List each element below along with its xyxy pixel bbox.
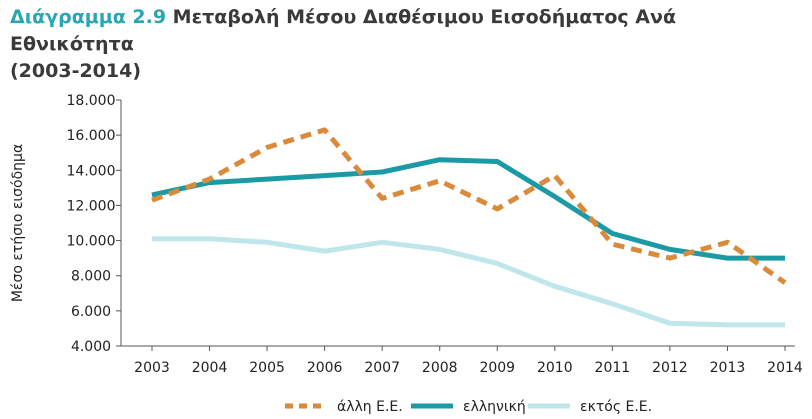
x-tick-label: 2004 [192, 360, 228, 376]
y-tick-label: 8.000 [71, 269, 111, 285]
x-tick-label: 2010 [537, 360, 573, 376]
data-point [552, 194, 557, 199]
legend-non-eu-label: εκτός Ε.Ε. [580, 399, 652, 415]
y-tick-label: 18.000 [67, 93, 116, 109]
data-point [322, 127, 327, 132]
data-point [380, 196, 385, 201]
x-tick-label: 2009 [479, 360, 515, 376]
data-point [437, 178, 442, 183]
data-point [437, 247, 442, 252]
legend-greek-label: ελληνική [463, 399, 526, 415]
data-point [552, 284, 557, 289]
series-greek-line [151, 157, 785, 261]
data-point [667, 321, 672, 326]
x-tick-label: 2014 [767, 360, 803, 376]
y-tick-label: 14.000 [67, 163, 116, 179]
data-point [495, 261, 500, 266]
data-point [783, 322, 788, 327]
data-point [667, 256, 672, 261]
y-tick-label: 16.000 [67, 128, 116, 144]
data-point [610, 242, 615, 247]
x-tick-label: 2005 [249, 360, 285, 376]
data-point [265, 177, 270, 182]
data-point [783, 280, 788, 285]
series-non-eu-line [152, 236, 785, 328]
y-axis-label: Μέσο ετήσιο εισόδημα [10, 144, 26, 302]
data-point [207, 177, 212, 182]
data-point [437, 157, 442, 162]
x-tick-label: 2006 [307, 360, 343, 376]
data-point [725, 256, 730, 261]
data-point [783, 256, 788, 261]
data-point [150, 236, 155, 241]
data-point [380, 240, 385, 245]
y-tick-label: 12.000 [67, 198, 116, 214]
chart-title: Διάγραμμα 2.9 Μεταβολή Μέσου Διαθέσιμου … [10, 4, 805, 85]
x-tick-label: 2003 [134, 360, 170, 376]
x-tick-label: 2008 [422, 360, 458, 376]
data-point [725, 322, 730, 327]
data-point [265, 145, 270, 150]
figure-label: Διάγραμμα 2.9 [10, 6, 167, 28]
y-tick-label: 10.000 [67, 234, 116, 250]
data-point [495, 159, 500, 164]
data-point [552, 173, 557, 178]
data-point [322, 173, 327, 178]
data-point [610, 231, 615, 236]
x-tick-label: 2011 [595, 360, 631, 376]
data-point [322, 249, 327, 254]
y-tick-label: 4.000 [71, 339, 111, 355]
data-point [150, 198, 155, 203]
title-period: (2003-2014) [10, 60, 142, 82]
data-point [150, 192, 155, 197]
y-tick-label: 6.000 [71, 304, 111, 320]
data-point [610, 301, 615, 306]
data-point [725, 240, 730, 245]
legend-other-eu-label: άλλη Ε.Ε. [337, 399, 403, 415]
x-tick-label: 2007 [364, 360, 400, 376]
data-point [265, 240, 270, 245]
data-point [495, 206, 500, 211]
x-tick-label: 2012 [652, 360, 688, 376]
data-point [207, 236, 212, 241]
series-other-eu-line [151, 127, 787, 285]
data-point [380, 170, 385, 175]
title-text: Μεταβολή Μέσου Διαθέσιμου Εισοδήματος Αν… [10, 6, 677, 55]
data-point [667, 247, 672, 252]
x-tick-label: 2013 [710, 360, 746, 376]
